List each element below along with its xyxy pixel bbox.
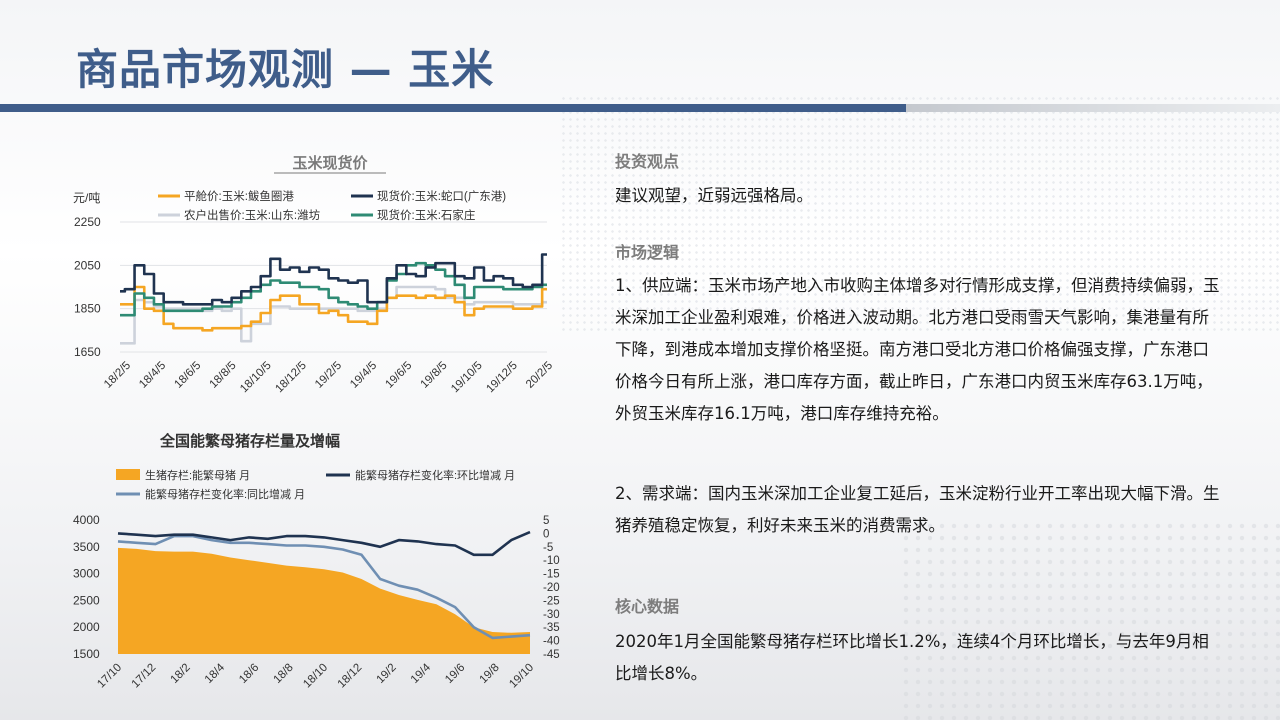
chart2-y-left-tick: 2500 (73, 593, 100, 607)
chart1-y-tick: 2250 (74, 215, 101, 229)
chart2-y-left-tick: 4000 (73, 513, 100, 527)
title-underline (0, 104, 906, 112)
chart2-area-series (118, 547, 530, 654)
chart1-series-line (120, 285, 547, 332)
chart2-x-tick: 18/10 (301, 662, 330, 691)
chart1-x-tick: 19/6/5 (383, 360, 414, 391)
chart2-legend-label: 能繁母猪存栏变化率:同比增减 月 (145, 487, 305, 501)
chart2-y-right-tick: -45 (543, 649, 560, 661)
chart2-y-left-tick: 3500 (73, 540, 100, 554)
chart2-y-right-tick: -20 (543, 582, 560, 594)
chart2-x-tick: 18/2 (168, 662, 192, 686)
chart1-x-tick: 18/2/5 (102, 360, 133, 391)
chart1-x-tick: 19/12/5 (484, 360, 520, 396)
chart2-y-right-tick: -10 (543, 555, 560, 567)
chart2-y-left-tick: 1500 (73, 647, 100, 661)
chart1-legend-label: 现货价:玉米:蛇口(广东港) (377, 189, 506, 203)
chart2-x-tick: 18/6 (237, 662, 261, 686)
chart2-legend-swatch (116, 469, 140, 480)
market-logic-demand-text: 2、需求端：国内玉米深加工企业复工延后，玉米淀粉行业开工率出现大幅下滑。生猪养殖… (615, 484, 1220, 535)
chart2-x-tick: 19/4 (409, 661, 434, 686)
chart2-series-line (117, 534, 531, 640)
chart1-y-tick: 1650 (74, 345, 101, 359)
background-dots (560, 95, 1280, 335)
page-title: 商品市场观测 — 玉米 (76, 45, 495, 94)
chart2-y-right-tick: -5 (543, 542, 553, 554)
chart1-y-unit: 元/吨 (73, 191, 100, 205)
market-logic-supply-text: 1、供应端：玉米市场产地入市收购主体增多对行情形成支撑，但消费持续偏弱，玉米深加… (615, 276, 1220, 423)
investment-view-heading: 投资观点 (615, 152, 680, 171)
chart1-x-tick: 20/2/5 (524, 360, 555, 391)
investment-view-text: 建议观望，近弱远强格局。 (615, 186, 813, 205)
chart1-legend-label: 农户出售价:玉米:山东:潍坊 (184, 208, 321, 222)
chart2-y-right-tick: 5 (543, 515, 549, 527)
chart1-x-tick: 19/4/5 (348, 360, 379, 391)
chart2-x-tick: 19/8 (477, 662, 501, 686)
chart2-legend-label: 能繁母猪存栏变化率:环比增减 月 (355, 468, 515, 482)
chart2-x-tick: 17/12 (130, 662, 159, 691)
core-data-heading: 核心数据 (615, 597, 680, 616)
chart2-y-right-tick: -35 (543, 622, 560, 634)
chart1-x-tick: 18/10/5 (238, 360, 274, 396)
core-data-text: 2020年1月全国能繁母猪存栏环比增长1.2%，连续4个月环比增长，与去年9月相… (615, 632, 1209, 683)
chart1-x-tick: 18/6/5 (172, 360, 203, 391)
chart1-x-tick: 18/8/5 (208, 360, 239, 391)
chart2-x-tick: 18/12 (336, 662, 365, 691)
chart1-x-tick: 19/10/5 (449, 360, 485, 396)
chart2-y-right-tick: -25 (543, 595, 560, 607)
chart2-x-tick: 18/4 (203, 661, 228, 686)
chart1-series-line (120, 261, 547, 317)
chart2-x-tick: 17/10 (95, 662, 124, 691)
chart2-series-line (117, 530, 531, 557)
chart1-x-tick: 19/8/5 (419, 360, 450, 391)
chart1-x-tick: 18/12/5 (273, 360, 309, 396)
chart2-x-tick: 19/2 (374, 662, 398, 686)
chart1-y-tick: 2050 (74, 258, 101, 272)
chart2-y-left-tick: 2000 (73, 620, 100, 634)
chart1-legend-label: 现货价:玉米:石家庄 (377, 208, 475, 222)
chart2-title: 全国能繁母猪存栏量及增幅 (159, 432, 340, 450)
chart2-x-tick: 19/6 (443, 662, 467, 686)
chart2-y-right-tick: -30 (543, 609, 560, 621)
chart2-legend-label: 生猪存栏:能繁母猪 月 (145, 468, 250, 482)
chart1-x-tick: 18/4/5 (137, 360, 168, 391)
chart1-series-line (120, 253, 547, 306)
chart2-y-left-tick: 3000 (73, 567, 100, 581)
chart2-y-right-tick: -40 (543, 636, 560, 648)
background-dots-lower (900, 520, 1280, 720)
chart1-series-line (120, 285, 547, 345)
chart2-x-tick: 19/10 (507, 662, 536, 691)
title-underline-grey (906, 104, 1280, 112)
chart2-y-right-tick: 0 (543, 528, 549, 540)
chart2-y-right-tick: -15 (543, 569, 560, 581)
chart1-x-tick: 19/2/5 (313, 360, 344, 391)
chart2-x-tick: 18/8 (271, 662, 295, 686)
market-logic-heading: 市场逻辑 (615, 243, 680, 262)
chart1-y-tick: 1850 (74, 302, 101, 316)
chart1-legend-label: 平舱价:玉米:鲅鱼圈港 (184, 189, 294, 203)
chart1-title: 玉米现货价 (292, 154, 368, 172)
